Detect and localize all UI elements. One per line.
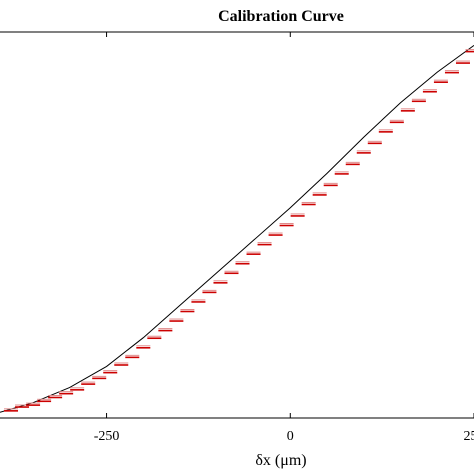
data-point — [279, 223, 294, 227]
x-tick-label: 0 — [287, 429, 294, 444]
data-point — [191, 299, 206, 303]
data-point — [169, 318, 184, 322]
chart-title: Calibration Curve — [218, 8, 344, 25]
data-point — [455, 60, 470, 64]
data-point — [147, 335, 162, 340]
data-point — [81, 381, 96, 385]
fit-curve-line — [0, 44, 474, 413]
x-tick-label: -250 — [94, 429, 120, 444]
data-point — [433, 79, 448, 83]
x-tick-label: 250 — [464, 429, 474, 444]
data-point — [26, 402, 41, 406]
data-point — [465, 49, 474, 53]
data-point — [136, 345, 151, 349]
data-point — [158, 328, 173, 332]
data-point — [411, 98, 426, 103]
data-point — [356, 150, 371, 154]
data-point — [4, 408, 19, 412]
data-point — [268, 232, 283, 236]
data-point — [37, 398, 52, 403]
data-point — [378, 129, 393, 133]
data-point — [444, 70, 459, 74]
data-point — [103, 370, 118, 374]
data-point — [290, 213, 305, 217]
data-point — [213, 280, 228, 284]
data-point — [367, 140, 382, 145]
data-point — [334, 171, 349, 175]
data-point — [114, 362, 129, 366]
data-point — [202, 289, 217, 294]
x-axis-title: δx (μm) — [255, 452, 306, 469]
data-point — [125, 354, 140, 359]
data-point — [301, 201, 316, 206]
data-point — [180, 308, 195, 313]
data-point — [246, 251, 261, 255]
x-ticks: -250 0 250 — [94, 32, 474, 444]
data-point — [345, 161, 360, 166]
data-point — [92, 375, 107, 380]
fit-curve — [0, 44, 474, 413]
data-point — [224, 270, 239, 275]
data-markers — [4, 49, 474, 412]
axes-frame — [0, 31, 474, 419]
data-point — [48, 394, 63, 399]
data-point — [257, 242, 272, 246]
data-point — [312, 192, 327, 196]
data-point — [389, 119, 404, 124]
data-point — [235, 261, 250, 265]
data-point — [422, 89, 437, 93]
data-point — [70, 387, 85, 391]
data-point — [400, 108, 415, 112]
data-point — [323, 182, 338, 187]
data-point — [59, 391, 74, 395]
